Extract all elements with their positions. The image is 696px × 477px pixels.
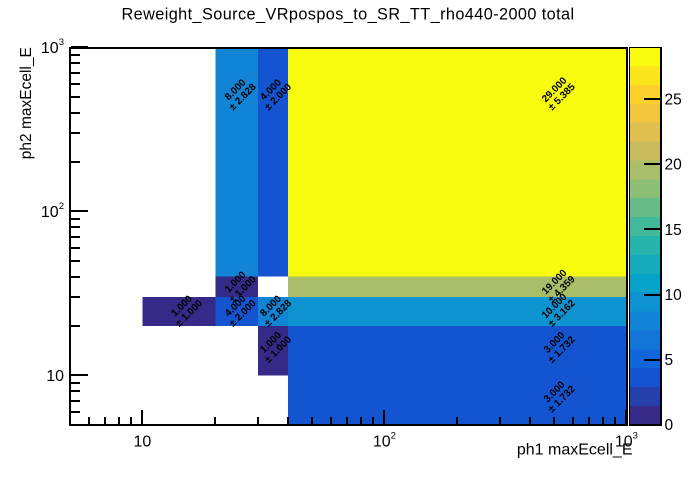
svg-text:5: 5 <box>665 352 674 369</box>
svg-text:15: 15 <box>665 222 682 239</box>
svg-text:103: 103 <box>615 431 638 451</box>
svg-text:ph1 maxEcell_E: ph1 maxEcell_E <box>517 442 633 459</box>
svg-text:20: 20 <box>665 157 683 174</box>
svg-text:103: 103 <box>41 37 64 57</box>
svg-text:0: 0 <box>665 417 674 434</box>
svg-text:102: 102 <box>41 201 64 221</box>
svg-text:ph2 maxEcell_E: ph2 maxEcell_E <box>18 47 35 159</box>
svg-text:10: 10 <box>134 434 152 451</box>
svg-text:25: 25 <box>665 92 682 109</box>
svg-text:102: 102 <box>373 431 396 451</box>
svg-text:10: 10 <box>665 287 683 304</box>
svg-text:Reweight_Source_VRpospos_to_SR: Reweight_Source_VRpospos_to_SR_TT_rho440… <box>121 5 574 23</box>
svg-text:10: 10 <box>46 368 64 385</box>
